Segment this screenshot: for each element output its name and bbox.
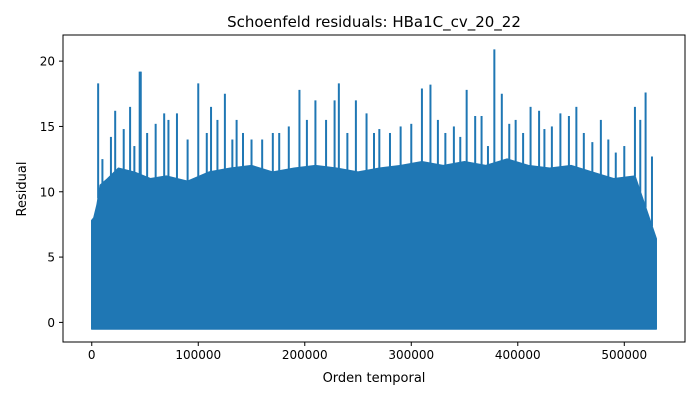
y-tick-label: 15 bbox=[40, 120, 55, 134]
x-tick-label: 500000 bbox=[601, 348, 647, 362]
x-tick-label: 0 bbox=[88, 348, 96, 362]
y-tick-label: 0 bbox=[47, 316, 55, 330]
x-tick-label: 100000 bbox=[175, 348, 221, 362]
x-axis-label: Orden temporal bbox=[323, 371, 426, 386]
y-tick-label: 10 bbox=[40, 185, 55, 199]
x-tick-label: 200000 bbox=[282, 348, 328, 362]
x-tick-label: 300000 bbox=[388, 348, 434, 362]
y-tick-label: 20 bbox=[40, 55, 55, 69]
residual-band bbox=[91, 158, 657, 330]
chart-title: Schoenfeld residuals: HBa1C_cv_20_22 bbox=[227, 13, 521, 32]
plot-frame bbox=[62, 34, 686, 343]
x-tick-label: 400000 bbox=[495, 348, 541, 362]
y-tick-label: 5 bbox=[47, 251, 55, 265]
series-layer bbox=[91, 49, 657, 330]
y-axis: 0 5 10 15 20 bbox=[40, 55, 63, 330]
x-axis: 0 100000 200000 300000 400000 500000 bbox=[88, 342, 647, 362]
y-axis-label: Residual bbox=[15, 162, 30, 217]
